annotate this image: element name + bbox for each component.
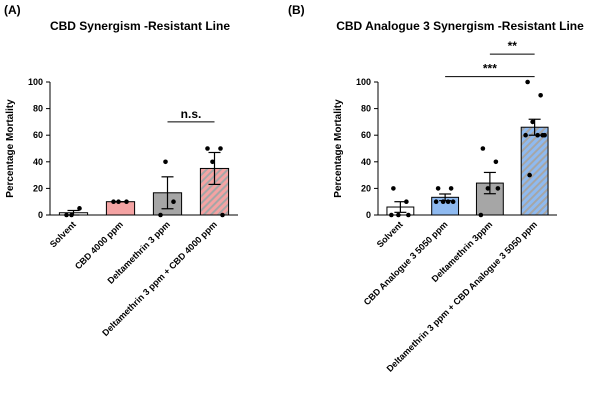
data-point [77, 206, 82, 211]
data-point [64, 212, 69, 218]
y-tick-label: 40 [361, 157, 371, 167]
data-point [542, 132, 547, 138]
x-tick-label: Solvent [48, 219, 78, 249]
y-tick-label: 80 [361, 104, 371, 114]
y-axis-label: Percentage Mortality [333, 99, 344, 198]
data-point [448, 186, 454, 191]
data-point [124, 199, 129, 204]
y-tick-label: 100 [356, 77, 371, 87]
y-tick-label: 40 [33, 157, 43, 167]
data-point [485, 186, 491, 191]
significance-label: *** [483, 62, 497, 76]
data-point [389, 212, 394, 218]
data-point [535, 132, 540, 138]
data-point [396, 212, 401, 218]
data-point [530, 119, 535, 125]
data-point [391, 186, 396, 191]
bar [520, 126, 549, 216]
panel-label: (A) [4, 3, 21, 17]
chart-title: CBD Synergism -Resistant Line [50, 19, 230, 33]
y-tick-label: 0 [38, 210, 43, 220]
significance-label: ** [508, 39, 518, 53]
bar [105, 201, 136, 216]
y-tick-label: 60 [33, 130, 43, 140]
x-tick-label: Solvent [375, 219, 405, 249]
data-point [440, 199, 446, 204]
data-point [210, 159, 215, 165]
data-point [404, 199, 409, 204]
data-point [525, 79, 530, 85]
data-point [445, 199, 451, 204]
data-point [435, 186, 441, 191]
data-point [158, 212, 163, 218]
data-point [205, 146, 210, 151]
significance-label: n.s. [181, 107, 202, 121]
data-point [116, 199, 121, 204]
y-tick-label: 100 [28, 77, 43, 87]
y-tick-label: 80 [33, 104, 43, 114]
data-point [527, 172, 532, 178]
chart-title: CBD Analogue 3 Synergism -Resistant Line [336, 19, 584, 33]
x-tick-label: Deltamethrin 3 ppm + CBD Analogue 3 5050… [385, 219, 539, 373]
data-point [478, 212, 484, 218]
y-axis-label: Percentage Mortality [5, 99, 16, 198]
data-point [111, 199, 116, 204]
y-tick-label: 20 [33, 183, 43, 193]
data-point [523, 132, 528, 138]
data-point [433, 199, 439, 204]
data-point [218, 146, 223, 151]
data-point [163, 159, 168, 165]
data-point [406, 212, 411, 218]
y-tick-label: 20 [361, 183, 371, 193]
data-point [538, 93, 543, 98]
data-point [220, 212, 225, 218]
data-point [69, 212, 74, 218]
data-point [171, 199, 176, 204]
x-tick-label: CBD 4000 ppm [73, 219, 125, 271]
y-tick-label: 0 [366, 210, 371, 220]
data-point [480, 146, 486, 151]
y-tick-label: 60 [361, 130, 371, 140]
data-point [450, 199, 456, 204]
x-tick-label: CBD Analogue 3 5050 ppm [362, 219, 450, 307]
panel-label: (B) [288, 3, 305, 17]
data-point [493, 159, 499, 165]
data-point [495, 186, 501, 191]
